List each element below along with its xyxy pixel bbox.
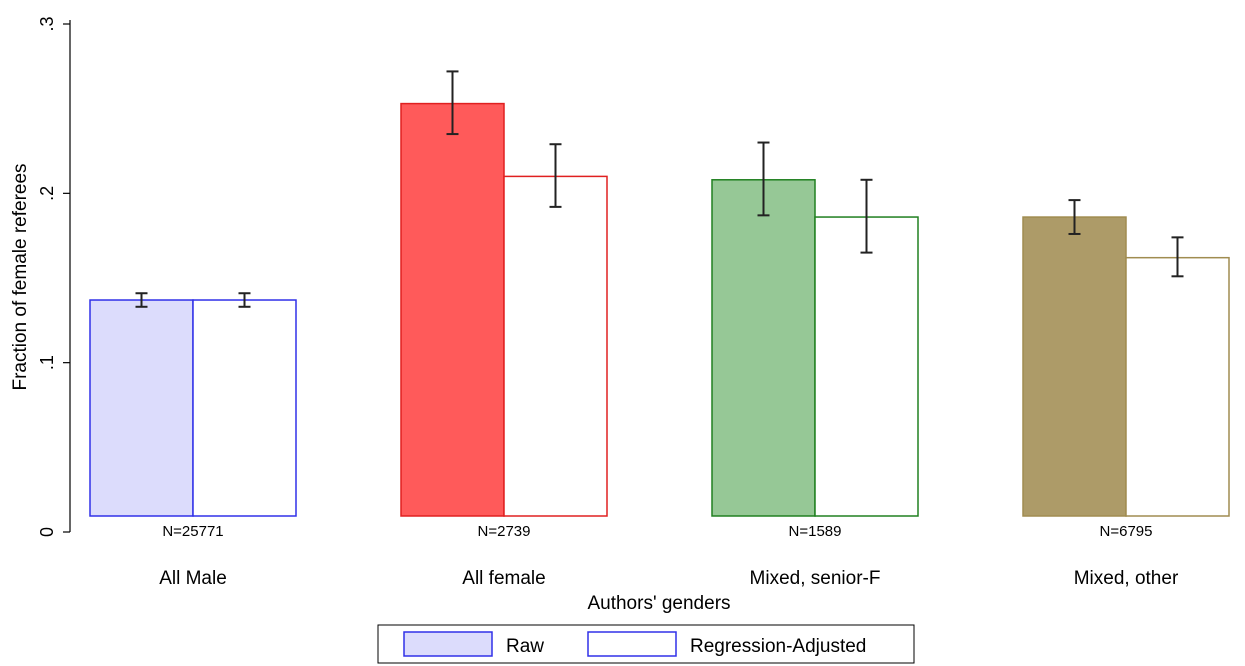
x-tick-label: All Male [159,568,227,589]
x-tick-label: All female [462,568,545,589]
sample-size-label: N=25771 [162,523,223,540]
bar-regression-adjusted [192,299,297,517]
bar-raw [89,299,194,517]
y-tick-label: .1 [37,355,57,370]
y-tick-label: .3 [37,16,57,31]
error-bar [135,292,148,308]
y-tick-label: .2 [37,186,57,201]
bar-raw [400,102,505,517]
y-tick-label: 0 [37,527,57,537]
legend-label-raw: Raw [506,636,544,657]
bar-regression-adjusted [814,216,919,517]
plot-area: 0 .1 .2 .3 N=25771 N=2739 N=1589 N=6795 All Ma… [37,16,1230,589]
legend-swatch-raw [403,631,493,657]
error-bar [446,70,459,136]
error-bar [238,292,251,308]
bar-raw [711,179,816,517]
y-axis-ticks: 0 .1 .2 .3 [37,16,70,537]
bar-raw [1022,216,1127,517]
legend-swatch-regression-adjusted [587,631,677,657]
error-bar [1068,199,1081,235]
legend-label-regression-adjusted: Regression-Adjusted [690,636,866,657]
x-axis-category-labels: All Male All female Mixed, senior-F Mixed, … [159,568,1179,589]
sample-size-label: N=2739 [478,523,531,540]
x-tick-label: Mixed, senior-F [750,568,881,589]
y-axis-title: Fraction of female referees [10,163,31,390]
x-axis-title: Authors' genders [587,593,730,614]
error-bar [549,143,562,208]
bar-regression-adjusted [1125,256,1230,517]
sample-size-label: N=6795 [1100,523,1153,540]
error-bars [135,70,1184,308]
error-bar [757,141,770,217]
bar-regression-adjusted [503,175,608,517]
sample-size-labels: N=25771 N=2739 N=1589 N=6795 [162,523,1152,540]
x-tick-label: Mixed, other [1074,568,1179,589]
legend: Raw Regression-Adjusted [377,624,915,664]
error-bar [1171,236,1184,278]
sample-size-label: N=1589 [789,523,842,540]
error-bar [860,178,873,254]
bars [89,102,1230,517]
